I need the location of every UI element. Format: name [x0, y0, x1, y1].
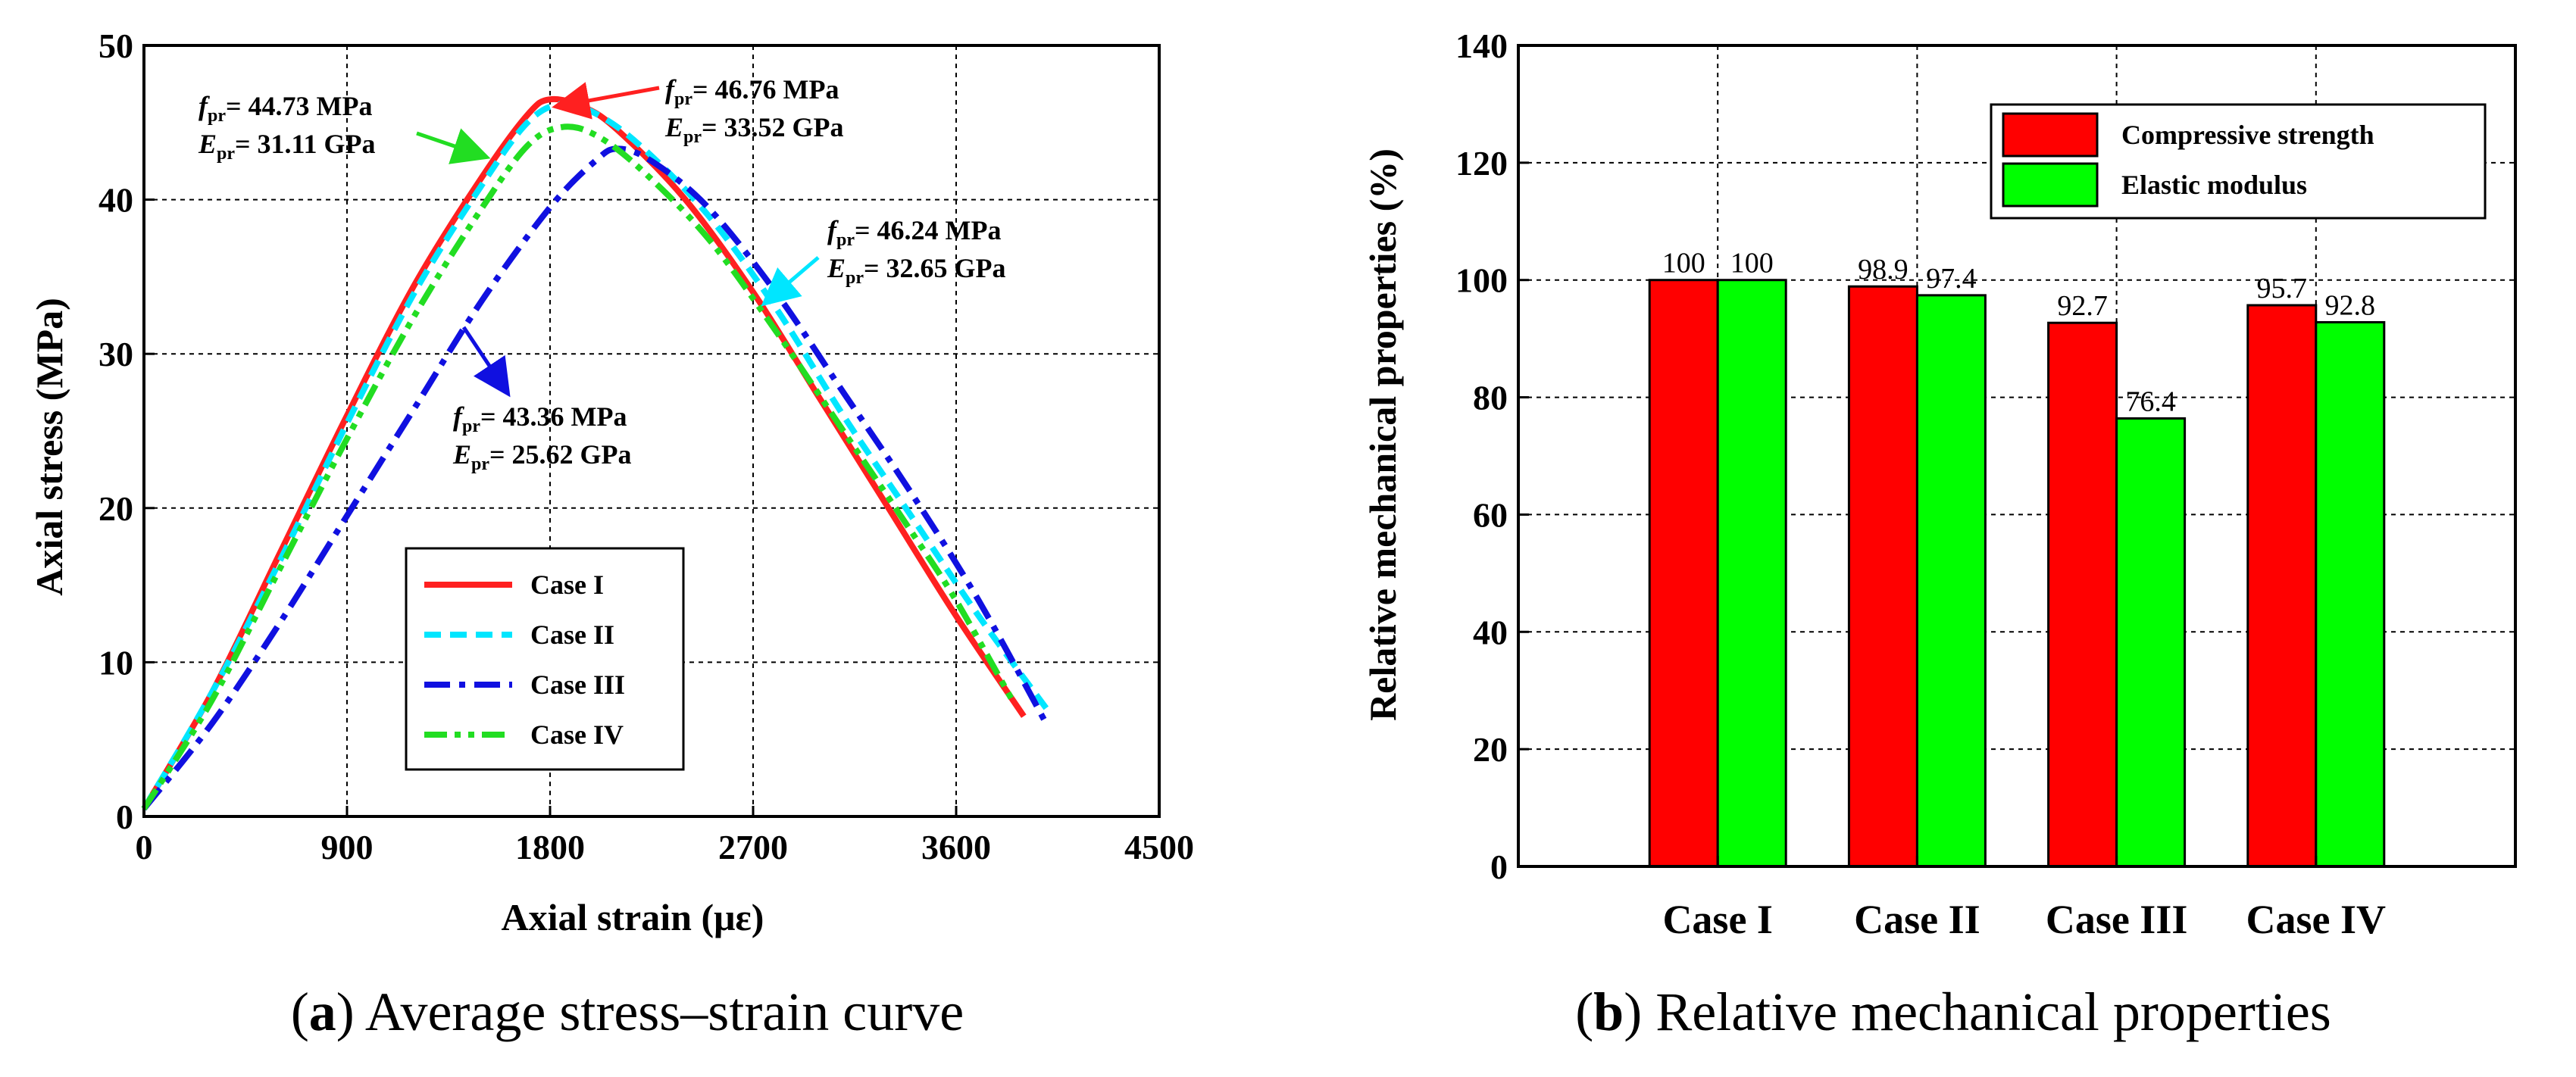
- arrow-case-ii: [761, 256, 820, 307]
- a-legend-label: Case IV: [530, 720, 624, 750]
- b-y-tick-label: 80: [1473, 379, 1508, 417]
- a-x-tick-label: 0: [136, 828, 153, 866]
- bar-value-label: 98.9: [1858, 254, 1909, 286]
- annotation-case-iv: fpr= 44.73 MPa Epr= 31.11 GPa: [198, 91, 376, 164]
- a-x-tick-label: 2700: [718, 828, 788, 866]
- a-y-tick-label: 40: [98, 181, 133, 220]
- annotation-e-value: Epr= 33.52 GPa: [664, 112, 844, 147]
- b-plot-frame: [1517, 44, 2517, 868]
- b-bars: 100 98.9 92.7 95.7 100 97.4 76.4 92.8: [1648, 248, 2386, 868]
- b-y-tick-label: 60: [1473, 495, 1508, 534]
- b-legend-label: Elastic modulus: [2121, 170, 2307, 200]
- a-legend: Case I Case II Case III Case IV: [405, 547, 685, 771]
- a-tick-labels: 0 900 1800 2700 3600 4500 0 10 20 30 40 50: [98, 27, 1194, 866]
- arrow-case-i: [552, 82, 660, 120]
- bar-modulus: [2115, 417, 2187, 868]
- a-annotations: fpr= 44.73 MPa Epr= 31.11 GPa fpr= 46.76…: [198, 74, 1006, 474]
- b-y-tick-label: 0: [1490, 848, 1508, 886]
- annotation-f-value: fpr= 46.76 MPa: [665, 74, 839, 109]
- b-category-label: Case IV: [2246, 897, 2387, 942]
- series-line-case-iv: [141, 123, 1015, 810]
- bar-strength: [1847, 285, 1918, 868]
- bar-modulus: [2315, 320, 2386, 868]
- a-legend-label: Case I: [530, 570, 604, 600]
- b-y-tick-label: 20: [1473, 730, 1508, 769]
- bar-value-label: 97.4: [1926, 263, 1977, 295]
- stress-strain-chart: 0 900 1800 2700 3600 4500 0 10 20 30 40 50 Axial st…: [28, 27, 1194, 938]
- bar-value-label: 100: [1662, 248, 1705, 279]
- b-y-tick-label: 100: [1455, 261, 1508, 300]
- annotation-case-iii: fpr= 43.36 MPa Epr= 25.62 GPa: [452, 401, 632, 474]
- a-legend-label: Case III: [530, 670, 625, 700]
- a-y-tick-label: 10: [98, 643, 133, 682]
- bar-strength: [2246, 304, 2318, 868]
- a-y-axis-label: Axial stress (MPa): [28, 298, 70, 595]
- a-legend-label: Case II: [530, 620, 614, 650]
- a-x-tick-label: 900: [321, 828, 374, 866]
- b-category-label: Case I: [1662, 897, 1773, 942]
- bar-value-label: 95.7: [2257, 273, 2308, 304]
- bar-value-label: 92.8: [2325, 289, 2376, 321]
- annotation-f-value: fpr= 43.36 MPa: [453, 401, 627, 436]
- b-legend-swatch: [2002, 112, 2099, 158]
- b-y-axis-label: Relative mechanical properties (%): [1361, 148, 1404, 721]
- a-y-tick-label: 0: [116, 798, 133, 836]
- b-y-tick-label: 140: [1455, 27, 1508, 65]
- bar-strength: [1648, 279, 1719, 868]
- b-legend: Compressive strength Elastic modulus: [1990, 103, 2487, 220]
- b-tick-labels: 0 20 40 60 80 100 120 140 Case I Case II Case III C…: [1455, 27, 2386, 942]
- bar-value-label: 76.4: [2125, 386, 2176, 417]
- series-line-case-iii: [141, 145, 1049, 811]
- bar-modulus: [1915, 294, 1987, 868]
- bar-value-label: 92.7: [2057, 290, 2108, 322]
- a-x-tick-label: 4500: [1124, 828, 1194, 866]
- a-y-tick-label: 30: [98, 335, 133, 373]
- arrow-case-iv: [416, 128, 491, 164]
- a-y-tick-label: 20: [98, 489, 133, 528]
- bar-modulus: [1716, 279, 1787, 868]
- a-x-tick-label: 1800: [515, 828, 585, 866]
- relative-properties-chart: 100 98.9 92.7 95.7 100 97.4 76.4 92.8 0 20 40 60 80…: [1361, 27, 2517, 942]
- b-category-label: Case II: [1854, 897, 1980, 942]
- annotation-f-value: fpr= 44.73 MPa: [199, 91, 372, 126]
- b-y-tick-label: 120: [1455, 144, 1508, 183]
- annotation-case-ii: fpr= 46.24 MPa Epr= 32.65 GPa: [827, 215, 1006, 288]
- b-category-label: Case III: [2046, 897, 2188, 942]
- a-y-tick-label: 50: [98, 27, 133, 65]
- b-legend-swatch: [2002, 162, 2099, 208]
- caption-a: (a) Average stress–strain curve: [291, 982, 964, 1042]
- a-x-axis-label: Axial strain (με): [502, 896, 764, 938]
- annotation-e-value: Epr= 31.11 GPa: [198, 129, 376, 164]
- b-y-tick-label: 40: [1473, 613, 1508, 651]
- annotation-case-i: fpr= 46.76 MPa Epr= 33.52 GPa: [664, 74, 844, 147]
- a-gridlines: [144, 45, 1159, 816]
- annotation-f-value: fpr= 46.24 MPa: [827, 215, 1001, 250]
- bar-strength: [2047, 321, 2118, 868]
- annotation-e-value: Epr= 32.65 GPa: [827, 253, 1006, 288]
- arrow-case-iii: [461, 326, 511, 398]
- bar-value-label: 100: [1730, 248, 1774, 279]
- a-plot-frame: [142, 44, 1161, 818]
- annotation-e-value: Epr= 25.62 GPa: [452, 439, 632, 474]
- a-x-tick-label: 3600: [921, 828, 991, 866]
- caption-b: (b) Relative mechanical properties: [1575, 982, 2331, 1042]
- b-legend-label: Compressive strength: [2121, 120, 2374, 150]
